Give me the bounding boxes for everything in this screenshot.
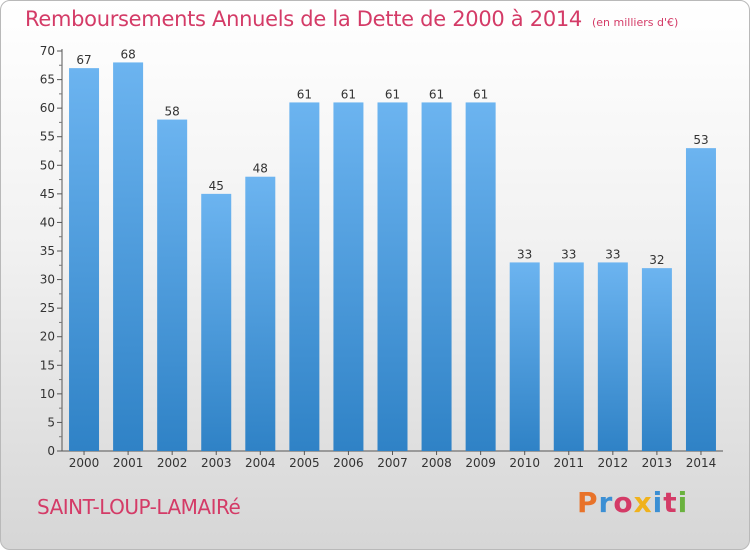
bar-value-label: 61: [429, 87, 444, 101]
bar-value-label: 67: [76, 53, 91, 67]
y-tick-label: 20: [40, 330, 55, 344]
x-tick-label: 2012: [598, 456, 629, 470]
y-tick-label: 40: [40, 215, 55, 229]
x-tick-label: 2002: [157, 456, 188, 470]
brand-logo-letter: t: [663, 486, 678, 519]
chart-subtitle: (en milliers d'€): [592, 16, 679, 29]
x-tick-label: 2004: [245, 456, 276, 470]
bar: [69, 68, 100, 452]
bar-value-label: 48: [253, 162, 268, 176]
bar: [421, 102, 452, 451]
y-tick-label: 45: [40, 187, 55, 201]
x-tick-label: 2003: [201, 456, 232, 470]
brand-logo-letter: r: [598, 486, 614, 519]
brand-logo-letter: x: [633, 486, 653, 519]
x-tick-label: 2001: [113, 456, 144, 470]
chart-title: Remboursements Annuels de la Dette de 20…: [25, 7, 582, 31]
y-tick-label: 35: [40, 244, 55, 258]
y-tick-label: 25: [40, 301, 55, 315]
x-tick-label: 2014: [686, 456, 717, 470]
brand-logo-letter: i: [652, 486, 664, 519]
x-tick-label: 2006: [333, 456, 364, 470]
y-tick-label: 5: [47, 415, 55, 429]
bar: [641, 268, 672, 451]
bar-value-label: 33: [605, 247, 620, 261]
y-tick-label: 0: [47, 444, 55, 458]
x-tick-label: 2011: [553, 456, 584, 470]
x-tick-label: 2013: [642, 456, 673, 470]
y-tick-label: 65: [40, 73, 55, 87]
bar-value-label: 61: [341, 87, 356, 101]
y-tick-label: 15: [40, 358, 55, 372]
bar-value-label: 32: [649, 253, 664, 267]
bar-value-label: 33: [561, 247, 576, 261]
x-tick-label: 2005: [289, 456, 320, 470]
bar: [333, 102, 364, 451]
x-tick-label: 2007: [377, 456, 408, 470]
bar: [289, 102, 320, 451]
y-tick-label: 50: [40, 158, 55, 172]
brand-logo-letter: o: [613, 486, 634, 519]
bar: [245, 176, 276, 451]
bar-value-label: 61: [385, 87, 400, 101]
x-tick-label: 2009: [465, 456, 496, 470]
bar: [377, 102, 408, 451]
brand-logo-letter: i: [677, 486, 689, 519]
bar-value-label: 61: [473, 87, 488, 101]
bar: [465, 102, 496, 451]
bar: [157, 119, 188, 452]
bar: [685, 148, 716, 451]
bar-value-label: 45: [209, 179, 224, 193]
bar: [597, 262, 628, 451]
y-tick-label: 70: [40, 44, 55, 58]
bar-value-label: 61: [297, 87, 312, 101]
axes: 0 5 10 15 20 25 30 35 40 45 50 55 60 65 70 2000 2001 2002…: [40, 44, 723, 470]
bar-value-label: 33: [517, 247, 532, 261]
bars: 67 68 58 45 48 61 61 61 61 61 33 33 33 32 53: [69, 47, 716, 452]
bar-value-label: 68: [120, 47, 135, 61]
y-tick-label: 55: [40, 130, 55, 144]
bar: [113, 62, 144, 452]
y-tick-label: 30: [40, 273, 55, 287]
brand-logo-letter: P: [577, 486, 599, 519]
x-tick-label: 2000: [69, 456, 100, 470]
bar-value-label: 58: [165, 105, 180, 119]
bar: [201, 193, 232, 451]
bar: [509, 262, 540, 451]
bar-value-label: 53: [693, 133, 708, 147]
bar: [553, 262, 584, 451]
y-tick-label: 10: [40, 387, 55, 401]
town-name: SAINT-LOUP-LAMAIRé: [37, 495, 241, 519]
brand-logo: Proxiti: [577, 486, 688, 519]
title-row: Remboursements Annuels de la Dette de 20…: [25, 7, 678, 31]
x-tick-label: 2010: [509, 456, 540, 470]
y-tick-label: 60: [40, 101, 55, 115]
x-tick-label: 2008: [421, 456, 452, 470]
